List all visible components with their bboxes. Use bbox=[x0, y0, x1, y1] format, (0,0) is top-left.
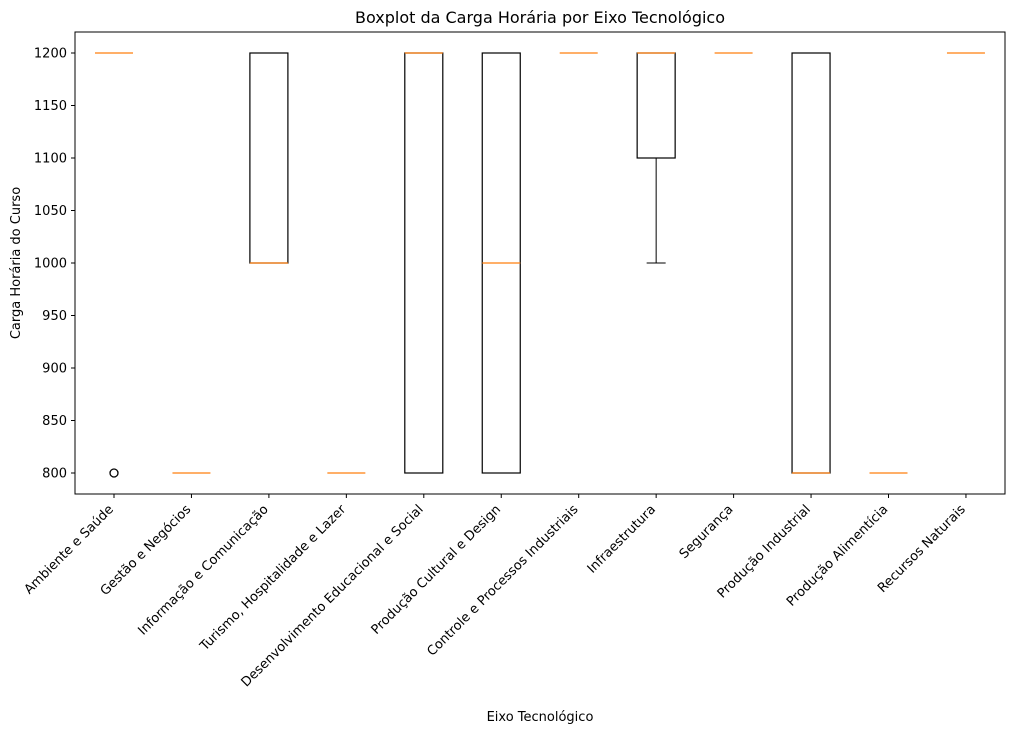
y-axis-label: Carga Horária do Curso bbox=[9, 187, 24, 339]
x-tick-label: Controle e Processos Industriais bbox=[424, 502, 581, 659]
x-tick-label: Produção Cultural e Design bbox=[369, 502, 505, 638]
box-body bbox=[791, 52, 831, 474]
x-tick-label: Recursos Naturais bbox=[875, 502, 969, 596]
x-tick-label: Turismo, Hospitalidade e Lazer bbox=[197, 502, 350, 655]
plot-area-frame bbox=[74, 31, 1006, 495]
x-tick-label: Segurança bbox=[677, 502, 737, 562]
box-group bbox=[636, 52, 676, 264]
box-group bbox=[95, 52, 133, 478]
x-tick-label: Infraestrutura bbox=[585, 502, 659, 576]
y-tick-label: 1050 bbox=[34, 204, 67, 219]
box-group bbox=[481, 52, 521, 474]
y-tick-label: 800 bbox=[42, 467, 67, 482]
y-tick-label: 900 bbox=[42, 362, 67, 377]
box-body bbox=[636, 52, 676, 159]
chart-title: Boxplot da Carga Horária por Eixo Tecnol… bbox=[355, 8, 725, 27]
y-axis: 800 850 900 950 1000 1050 1100 1150 1200 bbox=[34, 47, 75, 482]
y-tick-label: 850 bbox=[42, 414, 67, 429]
y-tick-label: 1000 bbox=[34, 257, 67, 272]
box-group bbox=[249, 52, 289, 264]
x-tick-label: Informação e Comunicação bbox=[135, 502, 271, 638]
outlier-point bbox=[109, 468, 119, 478]
y-tick-label: 1150 bbox=[34, 99, 67, 114]
y-tick-label: 1100 bbox=[34, 152, 67, 167]
x-axis-label: Eixo Tecnológico bbox=[487, 710, 594, 725]
y-tick-label: 950 bbox=[42, 309, 67, 324]
y-tick-label: 1200 bbox=[34, 47, 67, 62]
box-group bbox=[404, 52, 444, 474]
box-body bbox=[249, 52, 289, 264]
box-body bbox=[404, 52, 444, 474]
boxes-layer bbox=[95, 52, 985, 478]
box-group bbox=[791, 52, 831, 474]
